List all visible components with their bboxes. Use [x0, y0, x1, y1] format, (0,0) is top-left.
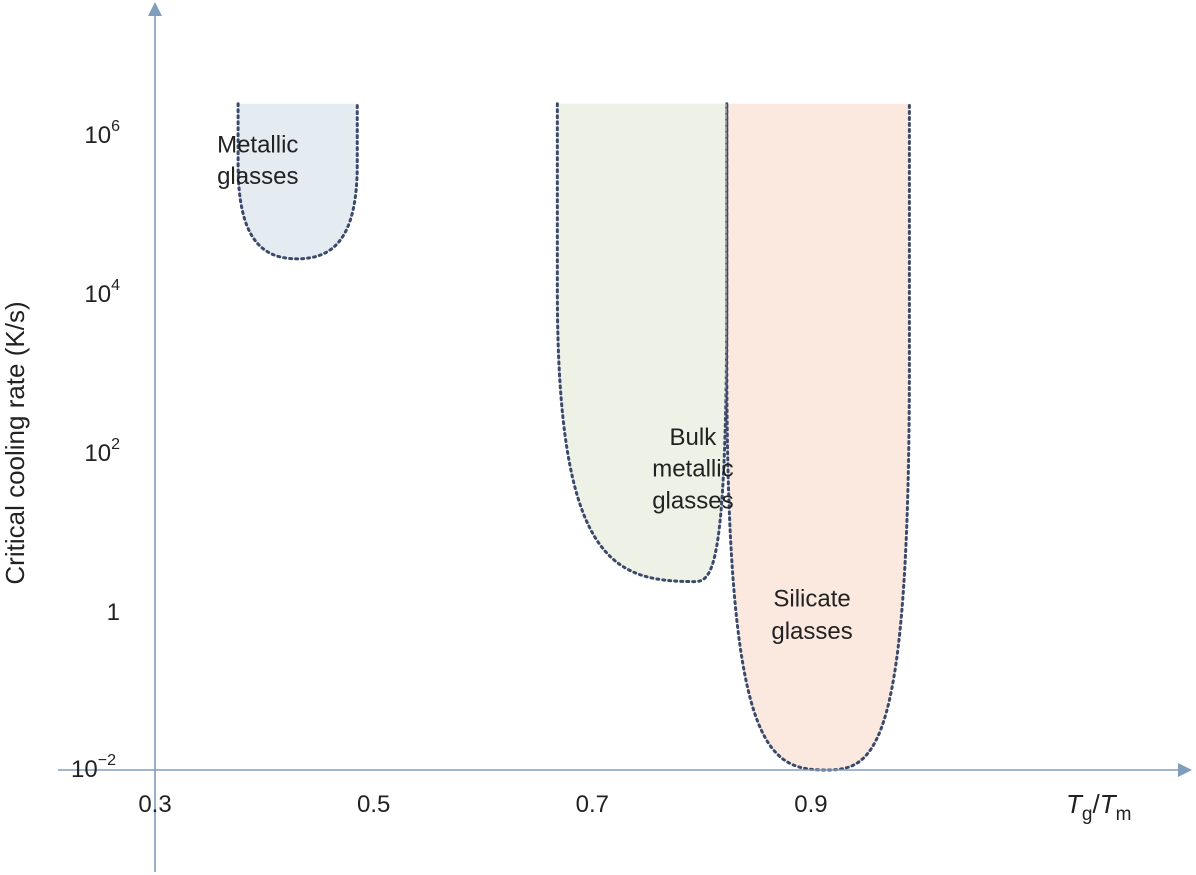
bulk-metallic-glasses-label: metallic	[652, 456, 733, 483]
y-tick-label: 104	[84, 277, 120, 308]
y-axis-label: Critical cooling rate (K/s)	[0, 301, 30, 584]
bulk-metallic-glasses-label: Bulk	[670, 424, 718, 451]
y-tick-label: 102	[84, 436, 120, 467]
x-tick-label: 0.7	[576, 791, 609, 818]
silicate-glasses-outline	[725, 102, 911, 772]
y-ticks: 106 104 102 1 10−2	[71, 118, 120, 783]
y-tick-label: 106	[84, 118, 120, 149]
x-ticks: 0.3 0.5 0.7 0.9	[138, 791, 827, 818]
silicate-glasses-label: glasses	[771, 618, 852, 645]
y-tick-label: 1	[107, 599, 120, 626]
x-tick-label: 0.5	[357, 791, 390, 818]
x-axis-label-t1: T	[1066, 789, 1084, 819]
bulk-metallic-glasses-label: glasses	[652, 487, 733, 514]
x-axis-label: Tg/Tm	[1066, 789, 1131, 825]
bulk-metallic-glasses-outline	[555, 102, 729, 584]
silicate-glasses-label: Silicate	[773, 585, 850, 612]
region-labels: Metallic glasses Bulk metallic glasses Silica…	[217, 131, 853, 645]
metallic-glasses-label: Metallic	[217, 131, 298, 158]
y-axis-arrow	[148, 2, 162, 16]
bulk-metallic-glasses-fill	[557, 103, 727, 582]
x-axis-label-sub-g: g	[1082, 804, 1093, 825]
axes	[58, 2, 1192, 872]
silicate-glasses-fill	[726, 103, 910, 771]
metallic-glasses-fill	[238, 103, 358, 259]
x-tick-label: 0.9	[794, 791, 827, 818]
x-tick-label: 0.3	[138, 791, 171, 818]
metallic-glasses-label: glasses	[217, 163, 298, 190]
metallic-glasses-outline	[236, 102, 359, 261]
x-axis-label-t2: T	[1100, 789, 1118, 819]
x-axis-arrow	[1178, 763, 1192, 777]
y-tick-label: 10−2	[71, 752, 116, 783]
x-axis-label-sub-m: m	[1116, 804, 1132, 825]
regions	[236, 102, 911, 772]
x-axis-label-slash: /	[1092, 789, 1100, 819]
